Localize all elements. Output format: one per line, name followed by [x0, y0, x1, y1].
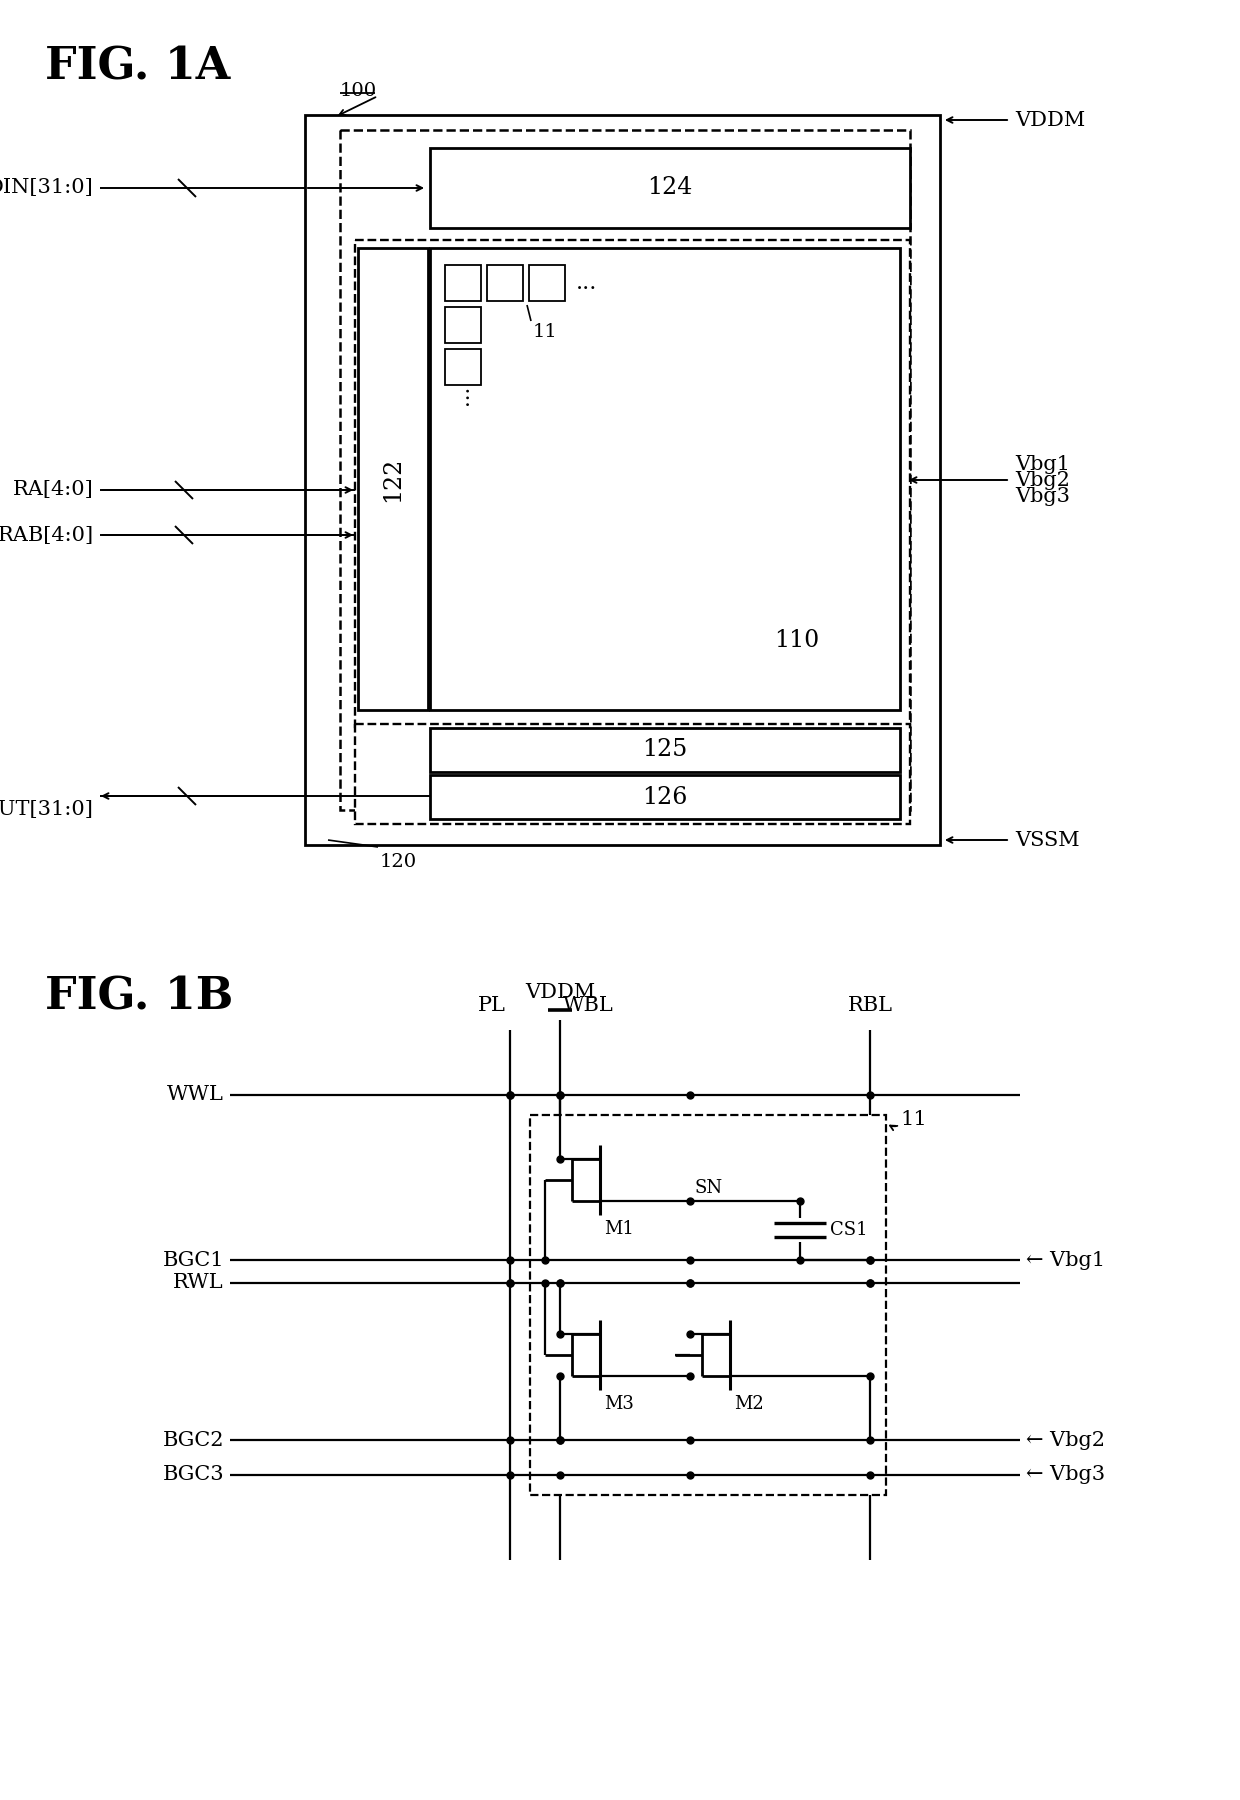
Text: FIG. 1B: FIG. 1B — [45, 976, 233, 1019]
Text: WWL: WWL — [167, 1085, 224, 1105]
Text: SN: SN — [694, 1179, 723, 1197]
Text: CS1: CS1 — [830, 1220, 868, 1238]
Bar — [430, 248, 900, 709]
Bar — [529, 1114, 887, 1496]
Text: 100: 100 — [340, 83, 377, 101]
Bar — [529, 265, 565, 301]
Text: Vbg3: Vbg3 — [1016, 486, 1070, 506]
Text: BGC1: BGC1 — [162, 1251, 224, 1269]
Text: ...: ... — [454, 385, 472, 405]
Text: WBL: WBL — [563, 995, 614, 1015]
Bar — [445, 349, 481, 385]
Bar — [355, 724, 910, 824]
Bar — [355, 239, 910, 731]
Bar — [340, 130, 910, 810]
Bar — [305, 115, 940, 844]
Text: DOUT[31:0]: DOUT[31:0] — [0, 801, 94, 819]
Text: 122: 122 — [382, 457, 404, 502]
Text: RBL: RBL — [847, 995, 893, 1015]
Text: ← Vbg2: ← Vbg2 — [1025, 1431, 1105, 1449]
Text: DIN[31:0]: DIN[31:0] — [0, 178, 94, 198]
Text: Vbg1: Vbg1 — [1016, 454, 1070, 473]
Text: ← Vbg1: ← Vbg1 — [1025, 1251, 1105, 1269]
Text: ...: ... — [577, 272, 598, 293]
Text: M2: M2 — [734, 1395, 764, 1413]
Bar — [445, 308, 481, 344]
Bar — [430, 776, 900, 819]
Text: RAB[4:0]: RAB[4:0] — [0, 526, 94, 544]
Bar — [430, 727, 900, 772]
Text: RA[4:0]: RA[4:0] — [14, 481, 94, 499]
Text: 124: 124 — [647, 176, 693, 200]
Bar — [358, 248, 428, 709]
Text: VSSM: VSSM — [1016, 830, 1080, 850]
Text: FIG. 1A: FIG. 1A — [45, 45, 231, 88]
Text: 110: 110 — [774, 630, 820, 652]
Text: M3: M3 — [604, 1395, 634, 1413]
Text: 126: 126 — [642, 785, 688, 808]
Text: VDDM: VDDM — [1016, 110, 1085, 130]
Text: VDDM: VDDM — [525, 983, 595, 1003]
Text: BGC3: BGC3 — [162, 1465, 224, 1485]
Text: BGC2: BGC2 — [162, 1431, 224, 1449]
Bar — [487, 265, 523, 301]
Text: PL: PL — [479, 995, 506, 1015]
Text: 125: 125 — [642, 738, 688, 761]
Text: ← Vbg3: ← Vbg3 — [1025, 1465, 1105, 1485]
Text: M1: M1 — [604, 1220, 634, 1238]
Text: 120: 120 — [379, 853, 417, 871]
Text: RWL: RWL — [174, 1274, 224, 1292]
Text: 11: 11 — [900, 1111, 926, 1129]
Text: Vbg2: Vbg2 — [1016, 470, 1070, 490]
Text: 11: 11 — [533, 322, 558, 340]
Bar — [430, 148, 910, 229]
Bar — [445, 265, 481, 301]
